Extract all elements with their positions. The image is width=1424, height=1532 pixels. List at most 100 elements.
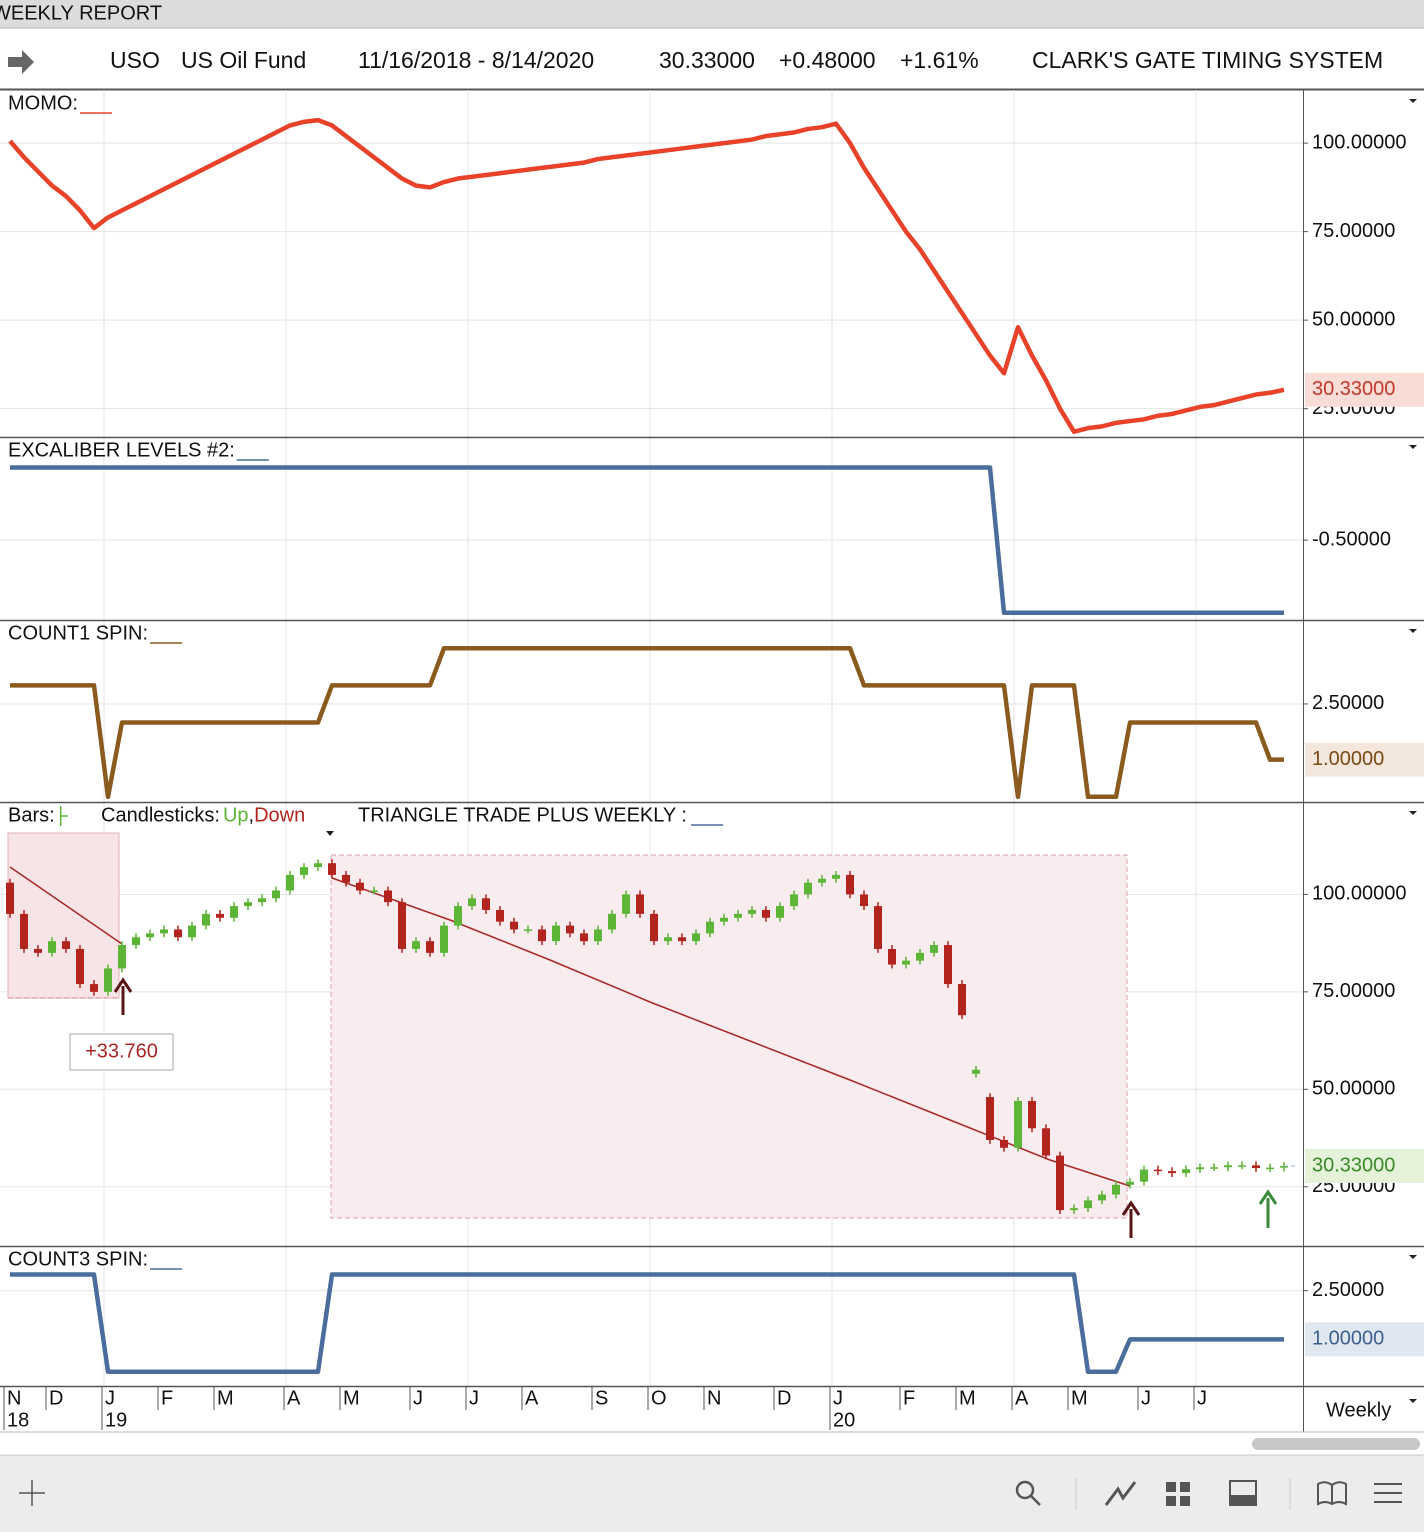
candle-body	[1098, 1194, 1106, 1201]
security-name: US Oil Fund	[181, 47, 306, 73]
last-value-box	[1305, 372, 1424, 407]
candle-body	[356, 882, 364, 891]
candle-body	[580, 933, 588, 942]
candle-body	[748, 909, 756, 914]
candle-body	[538, 929, 546, 942]
candle-body	[20, 913, 28, 949]
book-button[interactable]	[1317, 1481, 1347, 1506]
period-menu[interactable]	[1409, 1399, 1417, 1403]
layout-button[interactable]	[1166, 1482, 1190, 1506]
period[interactable]: Weekly	[1326, 1399, 1391, 1421]
x-tick-label: J	[833, 1387, 843, 1409]
panel-title: COUNT1 SPIN:	[8, 622, 148, 644]
chart-button[interactable]	[1104, 1481, 1137, 1506]
x-tick-label: A	[287, 1387, 301, 1409]
panel-menu[interactable]	[1409, 99, 1417, 103]
legend-text: ,	[249, 804, 255, 826]
candle-body	[930, 945, 938, 953]
candle-body	[972, 1069, 980, 1074]
candle-body	[1280, 1165, 1288, 1168]
candle-body	[48, 941, 56, 953]
candle-body	[1014, 1100, 1022, 1148]
candle-body	[944, 945, 952, 985]
y-tick-label: 100.00000	[1312, 131, 1407, 153]
panel-button[interactable]	[1229, 1480, 1257, 1506]
change-pct: +1.61%	[900, 47, 979, 73]
window-title: WEEKLY REPORT	[0, 2, 162, 24]
candle-body	[916, 952, 924, 961]
system-name: CLARK'S GATE TIMING SYSTEM	[1032, 47, 1383, 73]
candle-body	[384, 890, 392, 903]
candle-body	[174, 929, 182, 938]
x-tick-label: M	[343, 1387, 360, 1409]
candle-body	[1000, 1139, 1008, 1148]
candle-body	[160, 929, 168, 934]
candle-body	[706, 921, 714, 934]
panel-menu[interactable]	[1409, 629, 1417, 633]
candle-body	[468, 898, 476, 907]
legend-menu[interactable]	[326, 831, 334, 836]
candle-body	[482, 898, 490, 910]
signal-arrow	[113, 977, 133, 1015]
candle-body	[594, 929, 602, 942]
candle-body	[1224, 1165, 1232, 1168]
last-value-label: 30.33000	[1312, 1154, 1395, 1176]
panel-menu[interactable]	[1409, 1255, 1417, 1259]
panel-menu[interactable]	[1409, 811, 1417, 815]
candle-body	[622, 894, 630, 914]
candle-body	[6, 882, 14, 914]
legend-text: Bars:	[8, 804, 55, 826]
panel-title: COUNT3 SPIN:	[8, 1248, 148, 1270]
candle-body	[496, 909, 504, 922]
x-tick-label: M	[959, 1387, 976, 1409]
candle-body	[426, 941, 434, 953]
candle-body	[678, 937, 686, 942]
last-value-box	[1305, 1322, 1424, 1357]
x-tick-label: J	[105, 1387, 115, 1409]
x-tick-label: J	[1141, 1387, 1151, 1409]
symbol: USO	[110, 47, 160, 73]
candle-body	[846, 874, 854, 895]
series-line	[10, 645, 1284, 800]
go-arrow[interactable]	[8, 50, 34, 74]
candle-body	[874, 906, 882, 949]
candle-body	[90, 984, 98, 992]
candle-body	[230, 906, 238, 918]
y-tick-label: 50.00000	[1312, 1078, 1395, 1100]
series-line	[10, 1272, 1284, 1374]
candle-body	[902, 960, 910, 965]
candle-body	[1112, 1184, 1120, 1195]
candle-body	[328, 863, 336, 875]
x-tick-label: A	[525, 1387, 539, 1409]
panel-menu[interactable]	[1409, 445, 1417, 449]
candle-body	[370, 890, 378, 892]
candle-body	[1168, 1171, 1176, 1174]
candle-body	[1084, 1200, 1092, 1209]
title-bar	[0, 0, 1424, 28]
data-layer	[6, 117, 1295, 1374]
year-label: 20	[833, 1409, 855, 1431]
panel-menus	[326, 99, 1417, 1403]
scrollbar[interactable]	[1252, 1438, 1420, 1450]
candle-body	[188, 925, 196, 938]
annotation: +33.760	[85, 1040, 158, 1062]
menu-button[interactable]	[1374, 1483, 1402, 1503]
candle-body	[398, 902, 406, 949]
bottom-toolbar	[0, 1455, 1424, 1532]
trade-box	[330, 854, 1128, 1219]
add-button[interactable]	[19, 1480, 45, 1506]
candle-body	[1182, 1169, 1190, 1174]
candle-body	[412, 941, 420, 949]
candle-body	[762, 909, 770, 918]
legend-text: TRIANGLE TRADE PLUS WEEKLY :	[358, 804, 687, 826]
candle-body	[300, 867, 308, 875]
candle-body	[818, 878, 826, 883]
x-tick-label: J	[1197, 1387, 1207, 1409]
y-tick-label: 75.00000	[1312, 220, 1395, 242]
signal-arrow	[1121, 1200, 1141, 1238]
candle-body	[118, 945, 126, 969]
x-tick-label: F	[161, 1387, 173, 1409]
search-button[interactable]	[1015, 1480, 1041, 1506]
candle-body	[552, 925, 560, 942]
